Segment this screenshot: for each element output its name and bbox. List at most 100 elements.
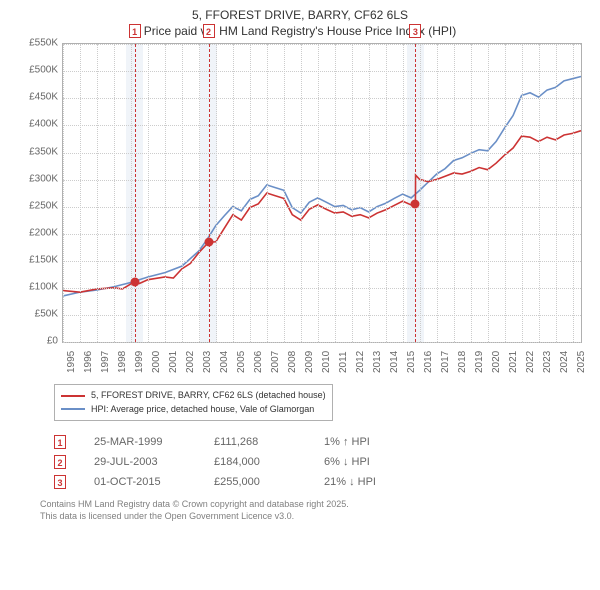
x-axis-label: 2024 [559,351,570,373]
x-axis-label: 1999 [134,351,145,373]
x-axis-label: 2023 [542,351,553,373]
sale-dot [130,277,139,286]
x-axis-label: 2008 [287,351,298,373]
sale-price: £255,000 [214,476,324,488]
gridline-v [148,44,149,342]
gridline-h [63,342,581,343]
x-axis-label: 2010 [321,351,332,373]
x-axis-label: 2025 [576,351,587,373]
y-axis-label: £350K [18,146,58,157]
legend-item-property: 5, FFOREST DRIVE, BARRY, CF62 6LS (detac… [61,389,326,403]
gridline-v [454,44,455,342]
x-axis-label: 2003 [202,351,213,373]
sale-marker-label: 1 [129,24,141,38]
x-axis-label: 2002 [185,351,196,373]
x-axis-label: 2004 [219,351,230,373]
legend-swatch [61,408,85,410]
sale-marker-label: 2 [54,455,66,469]
gridline-v [539,44,540,342]
gridline-v [318,44,319,342]
gridline-v [199,44,200,342]
y-axis-label: £100K [18,282,58,293]
y-axis-label: £550K [18,38,58,49]
gridline-h [63,288,581,289]
gridline-h [63,261,581,262]
x-axis-label: 1997 [100,351,111,373]
x-axis-label: 2011 [338,352,349,374]
chart-area: 123 £0£50K£100K£150K£200K£250K£300K£350K… [20,43,580,378]
sale-marker-label: 3 [54,475,66,489]
gridline-v [403,44,404,342]
sale-price: £184,000 [214,456,324,468]
sale-dot [204,238,213,247]
x-axis-label: 2022 [525,351,536,373]
gridline-v [182,44,183,342]
title-address: 5, FFOREST DRIVE, BARRY, CF62 6LS [10,8,590,24]
gridline-v [301,44,302,342]
sale-diff: 6% ↓ HPI [324,456,444,468]
gridline-v [284,44,285,342]
gridline-v [233,44,234,342]
series-line [63,77,581,296]
gridline-v [522,44,523,342]
sale-price: £111,268 [214,436,324,448]
x-axis-label: 2001 [168,351,179,373]
gridline-v [573,44,574,342]
gridline-v [80,44,81,342]
line-series-svg [63,44,581,342]
x-axis-label: 2007 [270,351,281,373]
y-axis-label: £400K [18,119,58,130]
gridline-v [369,44,370,342]
series-line [63,131,581,292]
gridline-v [250,44,251,342]
sales-row: 301-OCT-2015£255,00021% ↓ HPI [54,475,590,489]
y-axis-label: £300K [18,173,58,184]
gridline-v [131,44,132,342]
sale-marker-label: 1 [54,435,66,449]
gridline-v [437,44,438,342]
gridline-h [63,98,581,99]
x-axis-label: 2012 [355,351,366,373]
x-axis-label: 2019 [474,351,485,373]
y-axis-label: £200K [18,227,58,238]
x-axis-label: 1998 [117,351,128,373]
gridline-v [165,44,166,342]
x-axis-label: 2014 [389,351,400,373]
x-axis-label: 2021 [508,351,519,373]
gridline-v [386,44,387,342]
x-axis-label: 2018 [457,351,468,373]
gridline-v [335,44,336,342]
legend-item-hpi: HPI: Average price, detached house, Vale… [61,403,326,417]
legend-label: 5, FFOREST DRIVE, BARRY, CF62 6LS (detac… [91,389,326,403]
chart-container: 5, FFOREST DRIVE, BARRY, CF62 6LS Price … [0,0,600,590]
gridline-h [63,125,581,126]
plot-region: 123 [62,43,582,343]
x-axis-label: 2006 [253,351,264,373]
gridline-v [267,44,268,342]
sale-vline [415,44,416,342]
sale-date: 01-OCT-2015 [94,476,214,488]
gridline-v [488,44,489,342]
gridline-h [63,44,581,45]
footer-line-2: This data is licensed under the Open Gov… [40,511,590,523]
gridline-v [505,44,506,342]
y-axis-label: £50K [18,309,58,320]
x-axis-label: 2015 [406,351,417,373]
sale-marker-label: 2 [203,24,215,38]
gridline-v [216,44,217,342]
gridline-h [63,207,581,208]
gridline-h [63,71,581,72]
x-axis-label: 2000 [151,351,162,373]
gridline-h [63,234,581,235]
gridline-v [420,44,421,342]
x-axis-label: 2013 [372,351,383,373]
footer: Contains HM Land Registry data © Crown c… [40,499,590,522]
gridline-v [352,44,353,342]
y-axis-label: £450K [18,92,58,103]
sales-row: 229-JUL-2003£184,0006% ↓ HPI [54,455,590,469]
gridline-v [471,44,472,342]
sale-vline [135,44,136,342]
legend-swatch [61,395,85,397]
chart-title: 5, FFOREST DRIVE, BARRY, CF62 6LS Price … [10,8,590,39]
gridline-h [63,180,581,181]
